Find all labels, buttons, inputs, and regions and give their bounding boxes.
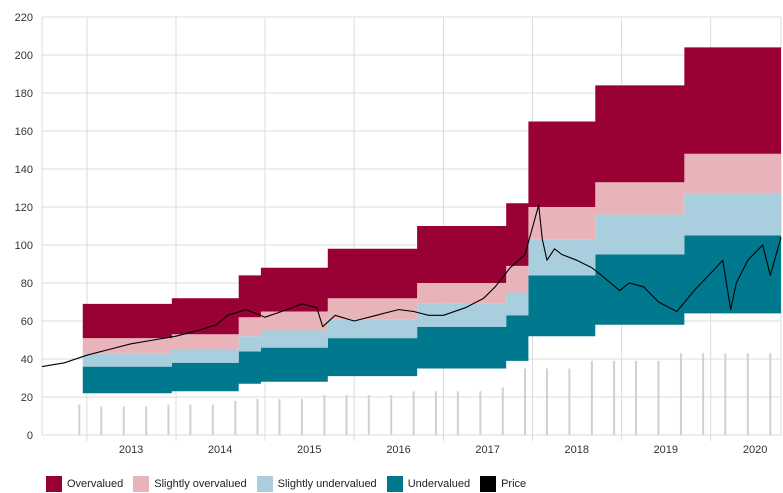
legend-label: Undervalued (407, 478, 471, 490)
volume-bar (724, 353, 727, 435)
x-tick-label: 2016 (386, 444, 410, 456)
legend-swatch (386, 476, 403, 492)
legend-item: Slightly overvalued (133, 476, 247, 492)
y-tick-label: 140 (15, 164, 33, 176)
x-tick-label: 2015 (297, 444, 321, 456)
volume-bar (590, 360, 593, 435)
y-tick-label: 0 (27, 430, 33, 442)
legend-item: Slightly undervalued (256, 476, 377, 492)
legend-swatch (46, 476, 62, 492)
legend-item: Price (480, 476, 526, 492)
x-tick-label: 2013 (119, 444, 143, 456)
volume-bar (769, 353, 772, 435)
volume-bar (545, 368, 548, 435)
valuation-chart: 0 20 40 60 80 100 120 140 160 180 200 220 2013 2014 20… (15, 12, 782, 456)
volume-bar (657, 360, 660, 435)
legend-label: Price (501, 478, 527, 490)
volume-bar (412, 391, 415, 435)
y-tick-label: 20 (21, 392, 33, 404)
band-undervalued (82, 235, 781, 394)
legend-label: Overvalued (67, 478, 124, 490)
y-tick-label: 180 (15, 88, 33, 100)
volume-bar (345, 395, 348, 435)
x-tick-label: 2020 (743, 444, 767, 456)
band-slightly-overvalued (82, 153, 781, 354)
volume-bar (679, 353, 682, 435)
x-tick-label: 2017 (475, 444, 499, 456)
volume-bar (300, 398, 303, 435)
volume-bar (278, 398, 281, 435)
x-tick-label: 2019 (654, 444, 678, 456)
volume-bar (256, 398, 259, 435)
volume-bar (702, 353, 705, 435)
volume-bar (479, 391, 482, 435)
legend-swatch (133, 476, 150, 492)
volume-bar (568, 368, 571, 435)
volume-bar (167, 404, 170, 435)
volume-bar (390, 395, 393, 435)
legend-item: Overvalued (46, 476, 123, 492)
y-tick-label: 40 (21, 354, 33, 366)
volume-bar (613, 360, 616, 435)
y-tick-label: 200 (15, 50, 33, 62)
y-tick-label: 220 (15, 12, 33, 24)
y-tick-label: 100 (15, 240, 33, 252)
volume-bar (746, 353, 749, 435)
y-tick-label: 160 (15, 126, 33, 138)
legend-label: Slightly undervalued (277, 478, 377, 490)
x-tick-label: 2018 (564, 444, 588, 456)
legend-swatch (480, 476, 497, 492)
valuation-bands (82, 47, 781, 394)
volume-bar (456, 391, 459, 435)
legend: Overvalued Slightly overvalued Slightly un… (46, 476, 536, 492)
y-tick-label: 120 (15, 202, 33, 214)
volume-bar (211, 404, 214, 435)
legend-swatch (256, 476, 273, 492)
band-overvalued (82, 47, 781, 339)
volume-bar (523, 368, 526, 435)
volume-bar (78, 404, 81, 435)
price-series (41, 204, 782, 368)
volume-bar (367, 395, 370, 435)
volume-bar (234, 400, 237, 435)
price-line (41, 204, 782, 368)
legend-item: Undervalued (386, 476, 471, 492)
volume-bar (501, 387, 504, 435)
axes: 0 20 40 60 80 100 120 140 160 180 200 220 2013 2014 20… (15, 12, 768, 456)
volume-bars (78, 353, 772, 435)
volume-bar (145, 406, 148, 435)
volume-bar (100, 406, 103, 435)
y-tick-label: 80 (21, 278, 33, 290)
volume-bar (122, 406, 125, 435)
volume-bar (189, 404, 192, 435)
volume-bar (323, 395, 326, 435)
volume-bar (635, 360, 638, 435)
volume-bar (434, 391, 437, 435)
legend-label: Slightly overvalued (154, 478, 247, 490)
x-tick-label: 2014 (208, 444, 232, 456)
y-tick-label: 60 (21, 316, 33, 328)
band-slightly-undervalued (82, 193, 781, 367)
